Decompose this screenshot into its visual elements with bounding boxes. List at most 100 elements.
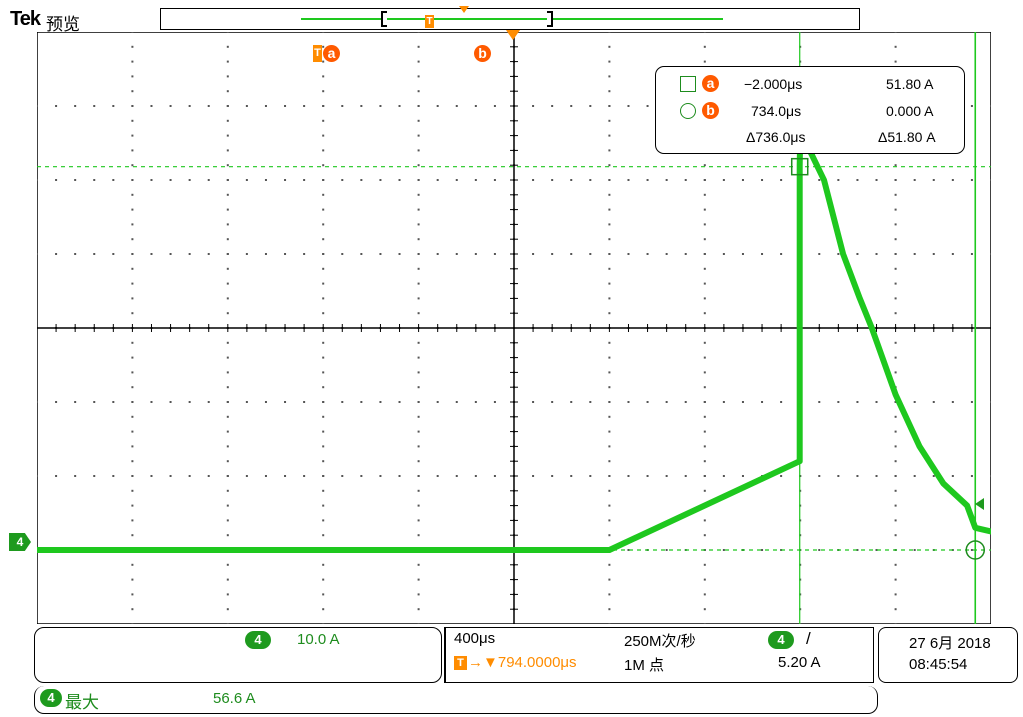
grid-dot bbox=[322, 386, 325, 389]
grid-dot bbox=[322, 208, 325, 211]
datetime-panel[interactable]: 27 6月 2018 08:45:54 bbox=[878, 627, 1018, 683]
grid-dot bbox=[207, 401, 210, 403]
grid-dot bbox=[303, 179, 306, 181]
grid-dot bbox=[570, 401, 573, 403]
grid-dot bbox=[360, 105, 363, 107]
grid-dot bbox=[322, 519, 325, 522]
grid-dot bbox=[37, 401, 38, 403]
grid-dot bbox=[608, 341, 611, 344]
grid-dot bbox=[379, 253, 382, 255]
grid-dot bbox=[436, 253, 439, 255]
grid-dot bbox=[360, 401, 363, 403]
grid-dot bbox=[608, 45, 611, 48]
grid-dot bbox=[322, 238, 325, 241]
cursor-b-time: 734.0μs bbox=[751, 103, 802, 119]
grid-dot bbox=[741, 179, 744, 181]
grid-dot bbox=[894, 593, 897, 596]
grid-dot bbox=[703, 608, 706, 611]
grid-dot bbox=[589, 179, 592, 181]
grid-dot bbox=[474, 253, 477, 255]
grid-dot bbox=[703, 371, 706, 374]
grid-dot bbox=[436, 475, 439, 477]
channel-4-ground-marker[interactable]: 4 bbox=[9, 533, 31, 551]
grid-dot bbox=[608, 119, 611, 122]
grid-dot bbox=[417, 208, 420, 211]
grid-dot bbox=[131, 105, 134, 107]
horizontal-trigger-panel[interactable]: 400μs 250M次/秒 4 / T →▼794.0000μs 1M 点 5.… bbox=[444, 627, 874, 683]
grid-dot bbox=[970, 401, 973, 403]
grid-dot bbox=[322, 119, 325, 122]
grid-dot bbox=[894, 578, 897, 581]
grid-dot bbox=[169, 253, 172, 255]
grid-dot bbox=[608, 593, 611, 596]
grid-dot bbox=[131, 312, 134, 315]
grid-dot bbox=[417, 563, 420, 566]
record-view-bar[interactable]: T bbox=[160, 6, 860, 30]
grid-dot bbox=[417, 578, 420, 581]
grid-dot bbox=[417, 593, 420, 596]
grid-dot bbox=[856, 401, 859, 403]
grid-dot bbox=[131, 504, 134, 507]
grid-dot bbox=[875, 475, 878, 477]
grid-dot bbox=[551, 475, 554, 477]
grid-dot bbox=[417, 75, 420, 78]
grid-dot bbox=[131, 489, 134, 492]
grid-dot bbox=[417, 253, 420, 255]
grid-dot bbox=[226, 267, 229, 270]
grid-dot bbox=[131, 371, 134, 374]
grid-dot bbox=[131, 297, 134, 300]
grid-dot bbox=[131, 608, 134, 611]
cursor-a-marker bbox=[790, 157, 809, 176]
grid-dot bbox=[703, 475, 706, 477]
grid-dot bbox=[131, 563, 134, 566]
channel-scale-panel[interactable]: 4 10.0 A bbox=[34, 627, 442, 683]
grid-dot bbox=[646, 105, 649, 107]
grid-dot bbox=[493, 253, 496, 255]
grid-dot bbox=[341, 401, 344, 403]
cursor-a-badge[interactable]: a bbox=[323, 45, 340, 62]
grid-dot bbox=[474, 105, 477, 107]
grid-dot bbox=[722, 475, 725, 477]
cursor-b-badge[interactable]: b bbox=[474, 45, 491, 62]
grid-dot bbox=[894, 608, 897, 611]
grid-dot bbox=[226, 623, 229, 624]
grid-dot bbox=[322, 134, 325, 137]
grid-dot bbox=[761, 549, 764, 551]
grid-dot bbox=[322, 282, 325, 285]
grid-dot bbox=[551, 179, 554, 181]
grid-dot bbox=[322, 179, 325, 181]
cursor-readout-panel: a −2.000μs 51.80 A b 734.0μs 0.000 A Δ73… bbox=[655, 66, 965, 154]
grid-dot bbox=[131, 45, 134, 48]
grid-dot bbox=[894, 208, 897, 211]
grid-dot bbox=[474, 401, 477, 403]
grid-dot bbox=[322, 489, 325, 492]
grid-dot bbox=[226, 282, 229, 285]
grid-dot bbox=[379, 401, 382, 403]
measurement-panel[interactable]: 4 最大 56.6 A bbox=[34, 686, 878, 714]
grid-dot bbox=[207, 179, 210, 181]
grid-dot bbox=[608, 312, 611, 315]
grid-dot bbox=[188, 253, 191, 255]
grid-dot bbox=[264, 401, 267, 403]
grid-dot bbox=[474, 475, 477, 477]
grid-dot bbox=[532, 253, 535, 255]
trigger-slope-icon: / bbox=[806, 629, 811, 648]
grid-dot bbox=[608, 504, 611, 507]
grid-dot bbox=[856, 549, 859, 551]
grid-dot bbox=[703, 282, 706, 285]
grid-dot bbox=[894, 297, 897, 300]
grid-dot bbox=[436, 179, 439, 181]
grid-dot bbox=[990, 253, 991, 255]
grid-dot bbox=[570, 179, 573, 181]
trigger-level-arrow-icon[interactable] bbox=[975, 498, 984, 510]
grid-dot bbox=[703, 312, 706, 315]
grid-dot bbox=[703, 238, 706, 241]
grid-dot bbox=[741, 401, 744, 403]
grid-dot bbox=[722, 401, 725, 403]
grid-dot bbox=[703, 223, 706, 226]
grid-dot bbox=[417, 623, 420, 624]
grid-dot bbox=[913, 253, 916, 255]
grid-dot bbox=[875, 549, 878, 551]
trigger-position-icon[interactable] bbox=[506, 30, 520, 40]
grid-dot bbox=[245, 253, 248, 255]
